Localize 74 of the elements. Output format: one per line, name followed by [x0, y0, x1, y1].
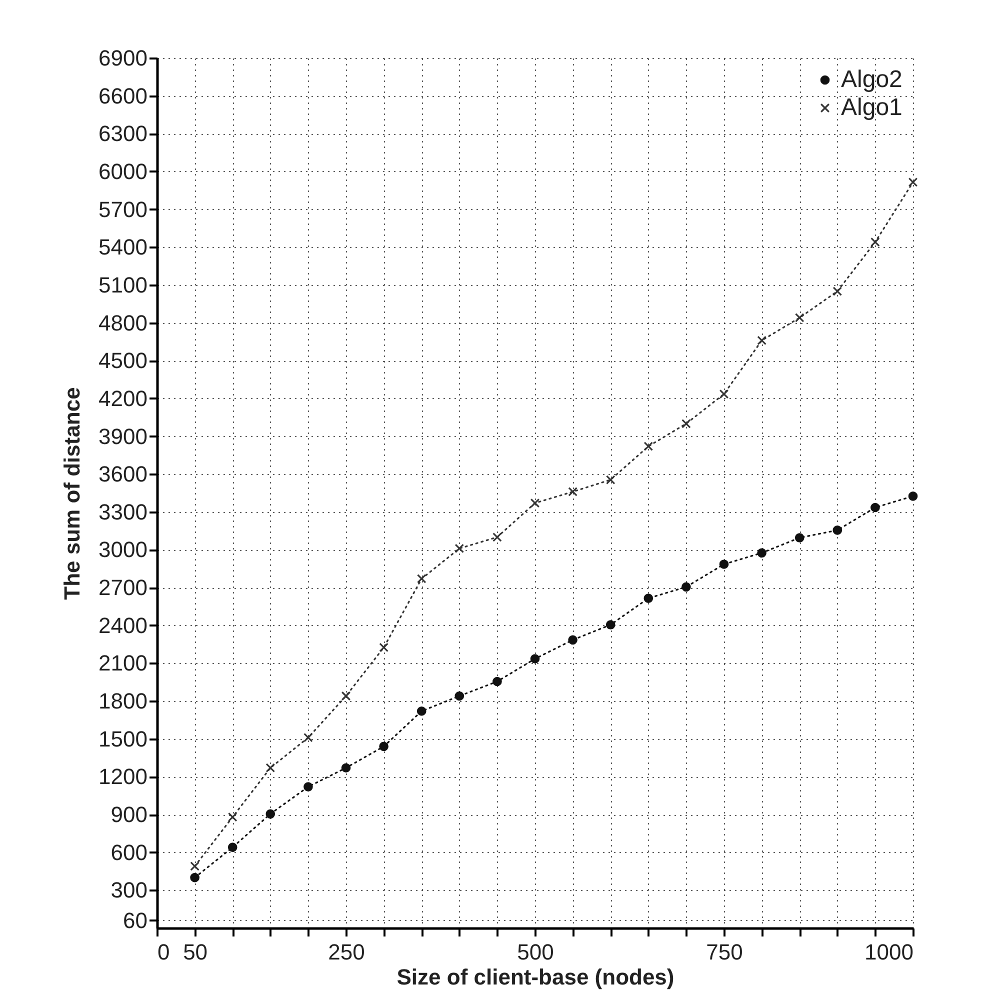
legend-label: Algo2: [841, 66, 902, 93]
point: [568, 635, 578, 645]
y-tick-label: 2100: [98, 650, 148, 676]
point: [304, 782, 313, 792]
point: [606, 475, 616, 484]
y-tick-label: 1500: [98, 726, 148, 752]
x-tick-label: 1000: [864, 940, 914, 964]
point: [341, 763, 351, 773]
y-tick-label: 5100: [98, 272, 148, 298]
x-tick-label: 750: [706, 940, 743, 964]
y-tick-label: 3300: [98, 499, 148, 524]
y-tick-label: 3600: [98, 462, 148, 487]
point: [379, 742, 388, 752]
point: [908, 178, 918, 187]
point: [190, 872, 200, 882]
point: [757, 336, 766, 346]
y-tick-label: 3900: [98, 424, 148, 449]
point: [228, 812, 238, 822]
x-tick-label: 500: [517, 940, 554, 964]
point: [492, 532, 502, 542]
y-tick-label: 5700: [98, 196, 148, 222]
point: [606, 620, 616, 630]
point: [416, 574, 426, 584]
point: [644, 442, 654, 452]
x-tick-label: 0: [158, 940, 170, 964]
y-tick-label: 1800: [98, 688, 148, 714]
point: [454, 544, 464, 554]
legend-label: Algo1: [841, 94, 902, 121]
point: [454, 691, 464, 701]
point: [530, 498, 540, 508]
y-tick-label: 300: [110, 878, 148, 903]
point: [757, 548, 766, 558]
y-tick-label: 2700: [98, 575, 148, 600]
x-tick-label: 250: [328, 940, 365, 964]
y-tick-label: 60: [123, 908, 148, 933]
point: [530, 654, 540, 664]
y-tick-label: 6000: [98, 158, 148, 184]
point: [266, 809, 276, 819]
y-tick-label: 6900: [98, 46, 148, 70]
point: [644, 594, 654, 603]
y-axis-title: The sum of distance: [60, 387, 85, 600]
y-tick-label: 1200: [98, 764, 148, 790]
y-tick-label: 4200: [98, 386, 148, 411]
y-tick-label: 900: [110, 802, 148, 828]
y-tick-label: 6600: [98, 83, 148, 108]
point: [266, 763, 276, 773]
point: [870, 237, 880, 247]
point: [794, 533, 804, 542]
point: [832, 286, 842, 296]
y-tick-label: 4800: [98, 310, 148, 336]
point: [568, 487, 578, 496]
y-tick-label: 600: [110, 840, 148, 865]
point: [682, 418, 691, 428]
point: [719, 389, 729, 399]
point: [832, 526, 842, 535]
point: [794, 313, 804, 322]
point: [228, 842, 238, 852]
point: [304, 732, 313, 742]
point: [719, 560, 729, 569]
point: [682, 582, 691, 592]
y-tick-label: 2400: [98, 612, 148, 638]
point: [379, 642, 388, 652]
point: [492, 676, 502, 686]
y-tick-label: 5400: [98, 234, 148, 260]
y-tick-label: 3000: [98, 537, 148, 562]
y-tick-label: 6300: [98, 121, 148, 146]
point: [908, 491, 918, 501]
point: [341, 691, 351, 701]
point: [190, 862, 200, 871]
point: [870, 502, 880, 512]
x-axis-title: Size of client-base (nodes): [396, 964, 674, 990]
y-tick-label: 4500: [98, 348, 148, 374]
point: [416, 706, 426, 716]
x-tick-label: 50: [183, 940, 208, 964]
